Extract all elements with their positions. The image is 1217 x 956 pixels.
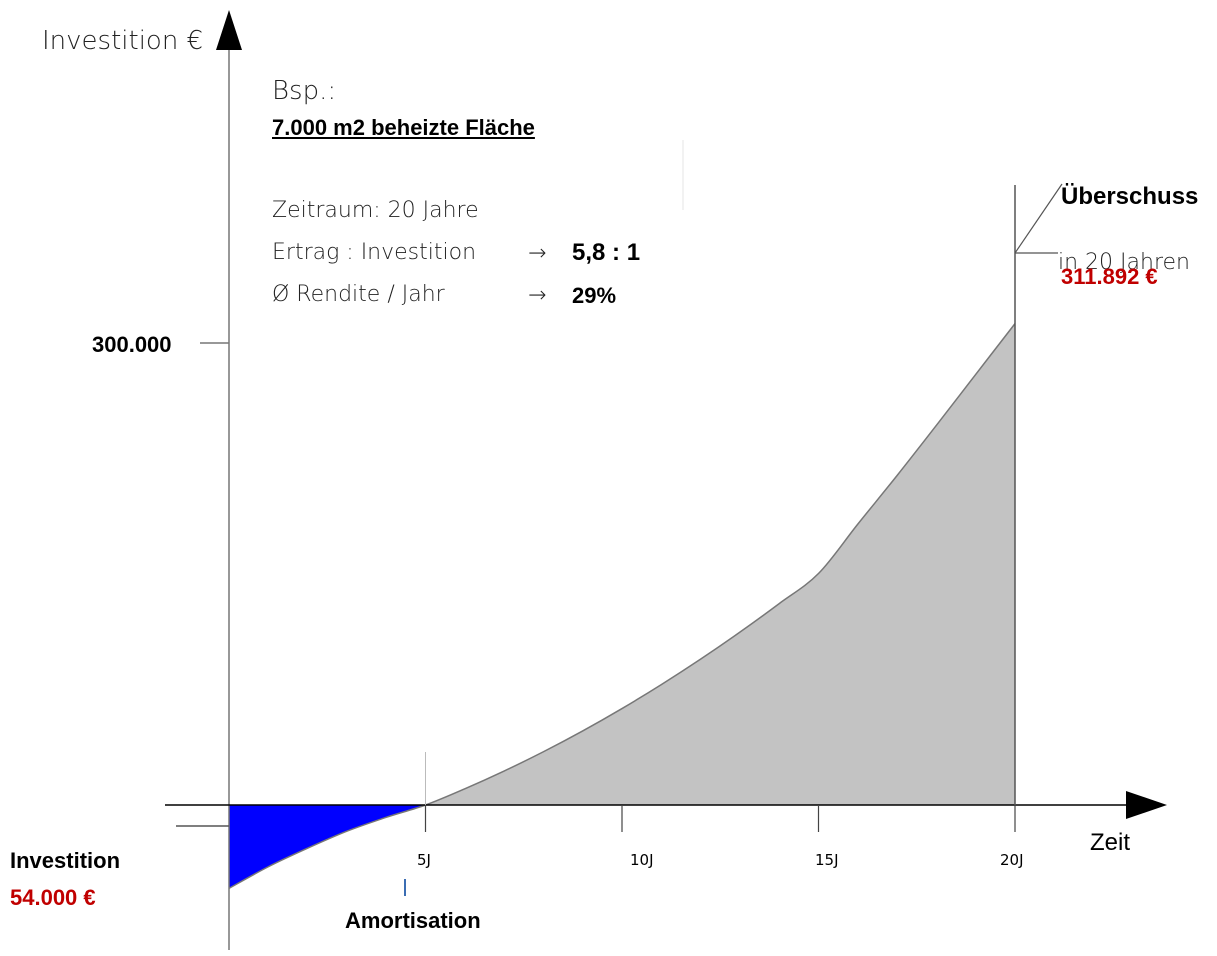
y-axis-arrowhead — [216, 10, 242, 50]
ratio-value: 5,8 : 1 — [572, 239, 641, 266]
cashflow-curve — [228, 323, 1016, 889]
ratio-arrow: → — [528, 241, 547, 266]
example-label: Bsp.: — [272, 76, 337, 106]
yield-value: 29% — [572, 283, 617, 308]
x-axis-label: Zeit — [1090, 829, 1131, 856]
surplus-subtitle: in 20 Jahren — [1058, 250, 1190, 275]
period-text: Zeitraum: 20 Jahre — [272, 198, 479, 223]
yield-arrow: → — [528, 283, 547, 308]
surplus-pointer — [1014, 183, 1063, 254]
investment-title: Investition — [10, 848, 121, 873]
x-tick-label-15: 15J — [815, 851, 839, 869]
y-tick-label-300000: 300.000 — [92, 332, 172, 357]
yield-label: Ø Rendite / Jahr — [272, 282, 445, 307]
x-axis-arrowhead — [1126, 791, 1167, 819]
surplus-value: 311.892 € — [1061, 264, 1158, 289]
surplus-area — [425, 323, 1015, 805]
ratio-label: Ertrag : Investition — [272, 240, 477, 265]
investment-value: 54.000 € — [10, 885, 96, 910]
x-tick-label-5: 5J — [417, 851, 431, 869]
amortisation-label: Amortisation — [345, 908, 481, 933]
investment-area — [229, 805, 426, 889]
x-tick-label-10: 10J — [630, 851, 654, 869]
y-axis-label: Investition € — [42, 26, 204, 56]
x-tick-label-20: 20J — [1000, 851, 1024, 869]
surplus-title: Überschuss — [1061, 183, 1199, 210]
area-heading: 7.000 m2 beheizte Fläche — [272, 115, 535, 140]
